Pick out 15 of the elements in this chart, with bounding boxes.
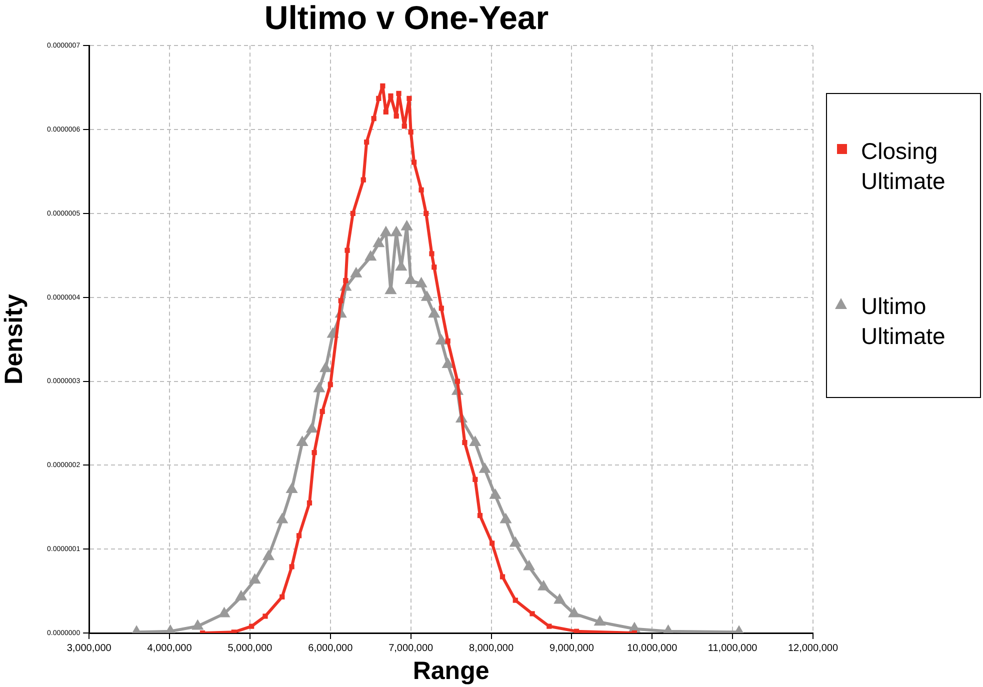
y-axis-title: Density	[0, 294, 28, 384]
x-axis-title: Range	[412, 656, 490, 685]
legend-label: Closing Ultimate	[861, 137, 946, 196]
x-tick-label: 10,000,000	[627, 642, 678, 654]
x-tick-label: 7,000,000	[388, 642, 434, 654]
x-tick-label: 3,000,000	[66, 642, 112, 654]
x-tick-label: 4,000,000	[147, 642, 192, 654]
x-tick-label: 12,000,000	[788, 642, 838, 654]
x-tick-label: 8,000,000	[469, 642, 514, 654]
x-tick-label: 5,000,000	[228, 642, 273, 654]
legend-label: Ultimo Ultimate	[861, 292, 946, 351]
x-tick-label: 9,000,000	[549, 642, 594, 654]
chart-title: Ultimo v One-Year	[264, 0, 549, 36]
x-tick-label: 11,000,000	[708, 642, 758, 654]
x-tick-label: 6,000,000	[308, 642, 354, 654]
